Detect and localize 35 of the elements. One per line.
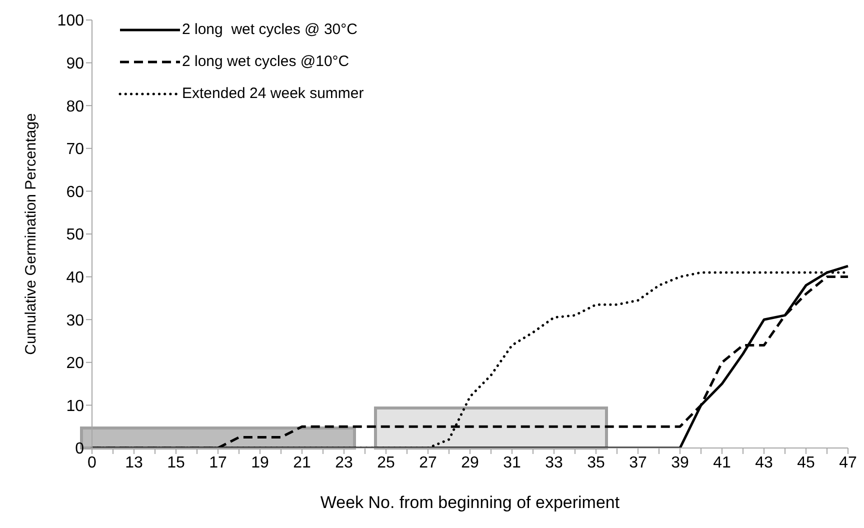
x-tick-label: 35 (587, 454, 605, 472)
legend-label: Extended 24 week summer (182, 84, 364, 104)
x-tick-label: 43 (755, 454, 773, 472)
x-tick-label: 31 (503, 454, 521, 472)
x-tick-label: 27 (419, 454, 437, 472)
y-tick-label: 80 (66, 98, 84, 116)
y-tick-label: 20 (66, 355, 84, 372)
x-tick-label: 17 (209, 454, 227, 472)
y-tick-label: 30 (66, 312, 84, 330)
y-tick-label: 40 (66, 269, 84, 286)
y-axis-title: Cumulative Germination Percentage (22, 113, 40, 355)
x-tick-label: 29 (461, 454, 479, 472)
x-tick-label: 23 (335, 454, 353, 472)
x-tick-label: 39 (671, 454, 689, 472)
x-tick-label: 47 (839, 454, 857, 472)
x-tick-label: 33 (545, 454, 563, 472)
legend-label: 2 long wet cycles @10°C (182, 52, 350, 72)
x-tick-label: 41 (713, 454, 731, 472)
y-tick-label: 0 (75, 440, 84, 458)
x-tick-label: 21 (293, 454, 311, 472)
legend-label: 2 long wet cycles @ 30°C (182, 20, 358, 40)
y-tick-label: 10 (66, 398, 84, 415)
x-tick-label: 37 (629, 454, 647, 472)
x-axis-title: Week No. from beginning of experiment (320, 493, 620, 512)
x-tick-label: 15 (167, 454, 185, 472)
x-tick-label: 0 (88, 454, 97, 472)
x-tick-label: 13 (125, 454, 143, 472)
y-tick-label: 50 (66, 226, 84, 244)
y-tick-label: 90 (66, 55, 84, 72)
y-tick-label: 60 (66, 184, 84, 201)
y-tick-label: 70 (66, 141, 84, 158)
x-tick-label: 19 (251, 454, 269, 472)
x-tick-label: 25 (377, 454, 395, 472)
y-tick-label: 100 (57, 12, 84, 30)
x-tick-label: 45 (797, 454, 815, 472)
